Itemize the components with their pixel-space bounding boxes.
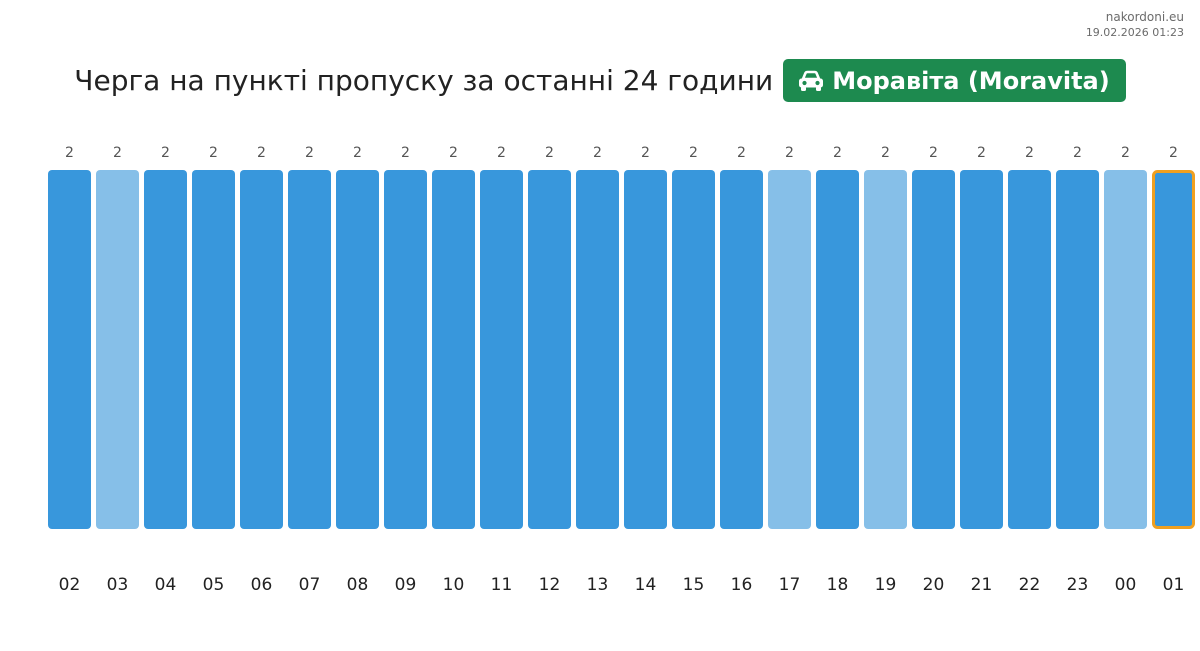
value-label-16: 2	[737, 145, 746, 161]
value-label-03: 2	[113, 145, 122, 161]
value-label-04: 2	[161, 145, 170, 161]
value-label-00: 2	[1121, 145, 1130, 161]
value-label-21: 2	[977, 145, 986, 161]
value-label-11: 2	[497, 145, 506, 161]
value-label-15: 2	[689, 145, 698, 161]
value-label-19: 2	[881, 145, 890, 161]
bar-09[interactable]	[384, 170, 427, 529]
tick-label-02: 02	[59, 575, 81, 595]
tick-label-01: 01	[1163, 575, 1185, 595]
page-title: Черга на пункті пропуску за останні 24 г…	[74, 64, 774, 97]
bar-04[interactable]	[144, 170, 187, 529]
tick-label-09: 09	[395, 575, 417, 595]
tick-label-18: 18	[827, 575, 849, 595]
tick-label-06: 06	[251, 575, 273, 595]
value-label-01: 2	[1169, 145, 1178, 161]
timestamp: 19.02.2026 01:23	[1085, 26, 1184, 39]
value-label-06: 2	[257, 145, 266, 161]
bar-15[interactable]	[672, 170, 715, 529]
value-label-05: 2	[209, 145, 218, 161]
bar-21[interactable]	[960, 170, 1003, 529]
tick-label-08: 08	[347, 575, 369, 595]
tick-label-13: 13	[587, 575, 609, 595]
bar-02[interactable]	[48, 170, 91, 529]
tick-label-03: 03	[107, 575, 129, 595]
car-icon	[799, 70, 824, 91]
bar-03[interactable]	[96, 170, 139, 529]
value-label-18: 2	[833, 145, 842, 161]
bar-17[interactable]	[768, 170, 811, 529]
value-label-10: 2	[449, 145, 458, 161]
tick-label-05: 05	[203, 575, 225, 595]
bar-14[interactable]	[624, 170, 667, 529]
tick-label-19: 19	[875, 575, 897, 595]
bar-20[interactable]	[912, 170, 955, 529]
bar-07[interactable]	[288, 170, 331, 529]
chart-header: Черга на пункті пропуску за останні 24 г…	[0, 59, 1200, 102]
bar-12[interactable]	[528, 170, 571, 529]
bar-11[interactable]	[480, 170, 523, 529]
bar-01[interactable]	[1152, 170, 1195, 529]
bar-13[interactable]	[576, 170, 619, 529]
tick-label-10: 10	[443, 575, 465, 595]
value-label-09: 2	[401, 145, 410, 161]
bar-08[interactable]	[336, 170, 379, 529]
bar-00[interactable]	[1104, 170, 1147, 529]
tick-label-07: 07	[299, 575, 321, 595]
site-meta: nakordoni.eu 19.02.2026 01:23	[1086, 9, 1184, 40]
tick-label-21: 21	[971, 575, 993, 595]
bar-19[interactable]	[864, 170, 907, 529]
bar-06[interactable]	[240, 170, 283, 529]
site-name: nakordoni.eu	[1105, 10, 1184, 24]
tick-label-11: 11	[491, 575, 513, 595]
tick-label-12: 12	[539, 575, 561, 595]
value-label-20: 2	[929, 145, 938, 161]
checkpoint-badge[interactable]: Моравіта (Moravita)	[783, 59, 1126, 102]
bar-18[interactable]	[816, 170, 859, 529]
value-label-08: 2	[353, 145, 362, 161]
tick-label-17: 17	[779, 575, 801, 595]
tick-label-23: 23	[1067, 575, 1089, 595]
tick-label-00: 00	[1115, 575, 1137, 595]
bar-10[interactable]	[432, 170, 475, 529]
value-label-14: 2	[641, 145, 650, 161]
value-label-23: 2	[1073, 145, 1082, 161]
value-label-07: 2	[305, 145, 314, 161]
tick-label-16: 16	[731, 575, 753, 595]
tick-label-15: 15	[683, 575, 705, 595]
value-label-02: 2	[65, 145, 74, 161]
tick-label-20: 20	[923, 575, 945, 595]
tick-label-04: 04	[155, 575, 177, 595]
bar-16[interactable]	[720, 170, 763, 529]
bar-22[interactable]	[1008, 170, 1051, 529]
bar-23[interactable]	[1056, 170, 1099, 529]
value-label-12: 2	[545, 145, 554, 161]
value-label-22: 2	[1025, 145, 1034, 161]
bar-05[interactable]	[192, 170, 235, 529]
value-label-13: 2	[593, 145, 602, 161]
value-label-17: 2	[785, 145, 794, 161]
tick-label-14: 14	[635, 575, 657, 595]
checkpoint-name: Моравіта (Moravita)	[832, 66, 1110, 95]
tick-label-22: 22	[1019, 575, 1041, 595]
